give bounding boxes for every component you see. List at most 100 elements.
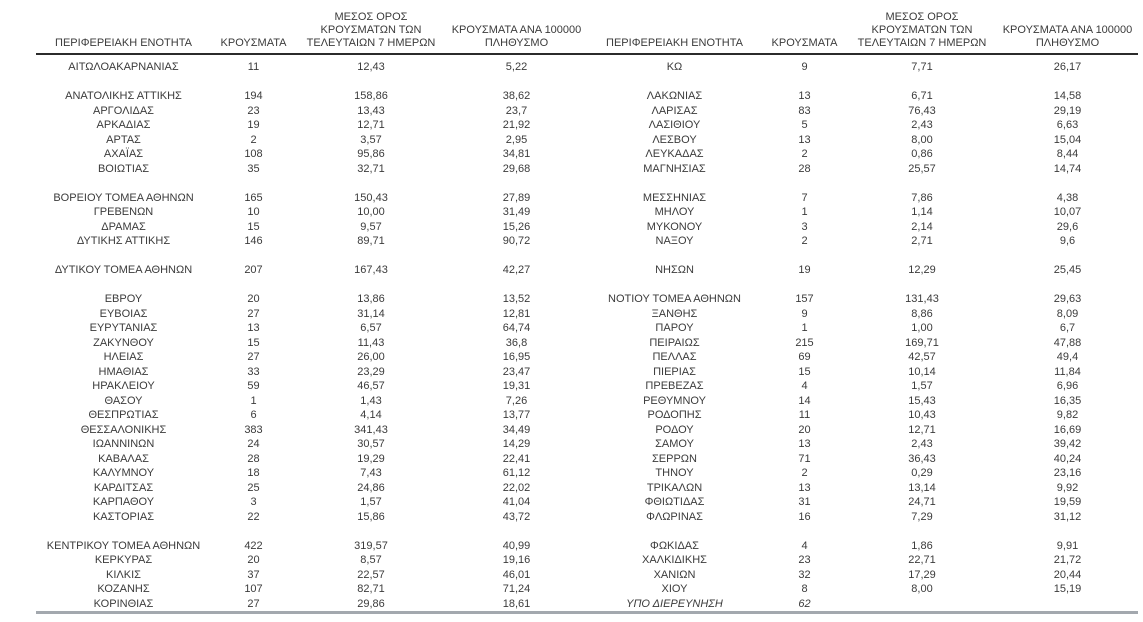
table-row: ΜΕΣΣΗΝΙΑΣ 7 7,86 4,38 (587, 191, 1138, 206)
table-row: ΔΡΑΜΑΣ 15 9,57 15,26 (36, 220, 587, 235)
region-cell: ΗΛΕΙΑΣ (103, 351, 144, 363)
group-gap-row (36, 176, 587, 191)
gap-cell (587, 249, 1138, 264)
cases-cell: 9 (801, 307, 808, 320)
cases-cell: 62 (798, 597, 811, 610)
avg7-cell: 1,00 (911, 322, 933, 334)
cases-cell: 24 (247, 438, 260, 450)
cases-cell: 11 (247, 61, 260, 73)
per100k-cell: 43,72 (502, 510, 531, 523)
per100k-cell: 14,58 (1053, 90, 1082, 102)
region-cell: ΝΗΣΩΝ (655, 264, 694, 276)
cases-cell: 25 (247, 481, 260, 494)
region-cell: ΠΙΕΡΙΑΣ (653, 365, 696, 378)
avg7-cell: 31,14 (357, 307, 385, 320)
cases-cell: 13 (798, 481, 811, 494)
per100k-cell: 29,68 (502, 162, 531, 175)
per100k-cell: 29,19 (1053, 104, 1082, 117)
region-cell: ΑΡΓΟΛΙΔΑΣ (93, 104, 154, 117)
table-row: ΠΡΕΒΕΖΑΣ 4 1,57 6,96 (587, 379, 1138, 394)
table-row: ΡΟΔΟΥ 20 12,71 16,69 (587, 423, 1138, 438)
region-cell: ΘΑΣΟΥ (104, 394, 143, 407)
table-row: ΦΘΙΩΤΙΔΑΣ 31 24,71 19,59 (587, 495, 1138, 510)
cases-cell: 4 (801, 539, 808, 552)
table-row: ΚΑΣΤΟΡΙΑΣ 22 15,86 43,72 (36, 510, 587, 525)
avg7-cell: 22,57 (357, 568, 385, 581)
per100k-cell: 16,69 (1053, 423, 1082, 436)
cases-cell: 1 (801, 322, 808, 334)
table-row: ΚΕΡΚΥΡΑΣ 20 8,57 19,16 (36, 553, 587, 568)
region-cell: ΡΟΔΟΥ (655, 423, 694, 436)
avg7-cell: 158,86 (354, 90, 388, 102)
region-cell: ΜΕΣΣΗΝΙΑΣ (642, 191, 707, 204)
per100k-cell: 9,92 (1056, 481, 1079, 494)
table-row: ΝΟΤΙΟΥ ΤΟΜΕΑ ΑΘΗΝΩΝ 157 131,43 29,63 (587, 292, 1138, 307)
avg7-cell: 9,57 (360, 220, 382, 233)
per100k-cell: 40,99 (502, 539, 531, 552)
table-row: ΕΒΡΟΥ 20 13,86 13,52 (36, 292, 587, 307)
table-row: ΔΥΤΙΚΟΥ ΤΟΜΕΑ ΑΘΗΝΩΝ 207 167,43 42,27 (36, 263, 587, 278)
cases-cell: 14 (798, 394, 811, 407)
table-row: ΡΟΔΟΠΗΣ 11 10,43 9,82 (587, 408, 1138, 423)
region-cell: ΤΗΝΟΥ (655, 467, 694, 479)
region-cell: ΠΕΙΡΑΙΩΣ (649, 336, 700, 349)
cases-cell: 146 (244, 235, 263, 247)
avg7-cell: 8,00 (911, 583, 933, 595)
per100k-cell: 6,7 (1059, 322, 1076, 334)
per100k-cell: 31,12 (1053, 510, 1082, 523)
per100k-cell: 34,49 (502, 423, 531, 436)
avg7-cell: 7,71 (911, 61, 933, 73)
region-cell: ΡΟΔΟΠΗΣ (647, 409, 702, 421)
per100k-cell: 31,49 (502, 206, 531, 218)
table-row: ΛΑΣΙΘΙΟΥ 5 2,43 6,63 (587, 118, 1138, 133)
avg7-cell: 76,43 (908, 104, 936, 117)
table-row: ΥΠΟ ΔΙΕΡΕΥΝΗΣΗ 62 (587, 597, 1138, 613)
avg7-cell: 30,57 (357, 438, 385, 450)
region-cell: ΜΥΚΟΝΟΥ (646, 220, 703, 233)
region-cell: ΑΙΤΩΛΟΑΚΑΡΝΑΝΙΑΣ (68, 61, 179, 73)
cases-cell: 383 (244, 423, 263, 436)
regional-cases-table-left: ΠΕΡΙΦΕΡΕΙΑΚΗ ΕΝΟΤΗΤΑ ΚΡΟΥΣΜΑΤΑ ΜΕΣΟΣ ΟΡΟΣ Κ… (36, 4, 587, 614)
avg7-cell: 150,43 (354, 191, 388, 204)
per100k-cell: 61,12 (502, 467, 531, 479)
per100k-cell: 22,41 (502, 452, 531, 465)
group-gap-row (36, 278, 587, 293)
per100k-cell: 14,74 (1053, 162, 1082, 175)
col-header-avg7: ΜΕΣΟΣ ΟΡΟΣ ΚΡΟΥΣΜΑΤΩΝ ΤΩΝ ΤΕΛΕΥΤΑΙΩΝ 7 ΗΜΕ… (296, 4, 446, 55)
table-row: ΖΑΚΥΝΘΟΥ 15 11,43 36,8 (36, 336, 587, 351)
region-cell: ΛΑΚΩΝΙΑΣ (646, 90, 703, 102)
cases-cell: 16 (798, 510, 811, 523)
region-cell: ΡΕΘΥΜΝΟΥ (643, 394, 706, 407)
per100k-cell: 64,74 (502, 322, 531, 334)
per100k-cell: 90,72 (502, 235, 531, 247)
cases-cell: 10 (247, 206, 260, 218)
region-cell: ΕΥΡΥΤΑΝΙΑΣ (89, 322, 158, 334)
region-cell: ΛΑΣΙΘΙΟΥ (648, 119, 701, 131)
avg7-cell: 6,71 (911, 90, 933, 102)
region-cell: ΥΠΟ ΔΙΕΡΕΥΝΗΣΗ (626, 597, 723, 610)
cases-cell: 15 (798, 365, 811, 378)
region-cell: ΕΥΒΟΙΑΣ (99, 307, 148, 320)
cases-cell: 37 (247, 568, 260, 581)
table-row: ΕΥΡΥΤΑΝΙΑΣ 13 6,57 64,74 (36, 321, 587, 336)
table-row: ΚΕΝΤΡΙΚΟΥ ΤΟΜΕΑ ΑΘΗΝΩΝ 422 319,57 40,99 (36, 539, 587, 554)
region-cell: ΚΙΛΚΙΣ (106, 568, 141, 581)
table-row: ΡΕΘΥΜΝΟΥ 14 15,43 16,35 (587, 394, 1138, 409)
region-cell: ΑΝΑΤΟΛΙΚΗΣ ΑΤΤΙΚΗΣ (65, 90, 182, 102)
avg7-cell: 15,86 (357, 510, 385, 523)
per100k-cell: 19,31 (502, 380, 531, 392)
cases-cell: 20 (798, 423, 811, 436)
region-cell: ΚΩ (666, 61, 683, 73)
cases-cell: 27 (247, 351, 260, 363)
header-row: ΠΕΡΙΦΕΡΕΙΑΚΗ ΕΝΟΤΗΤΑ ΚΡΟΥΣΜΑΤΑ ΜΕΣΟΣ ΟΡΟΣ Κ… (587, 4, 1138, 55)
cases-cell: 2 (801, 148, 808, 160)
gap-cell (587, 524, 1138, 539)
cases-cell: 59 (247, 380, 260, 392)
table-row: ΜΗΛΟΥ 1 1,14 10,07 (587, 205, 1138, 220)
table-row: ΚΟΖΑΝΗΣ 107 82,71 71,24 (36, 582, 587, 597)
region-cell: ΚΑΛΥΜΝΟΥ (92, 467, 155, 479)
table-row: ΠΙΕΡΙΑΣ 15 10,14 11,84 (587, 365, 1138, 380)
avg7-cell: 95,86 (357, 148, 385, 160)
cases-cell: 8 (801, 583, 808, 595)
region-cell: ΚΑΡΠΑΘΟΥ (92, 496, 155, 508)
